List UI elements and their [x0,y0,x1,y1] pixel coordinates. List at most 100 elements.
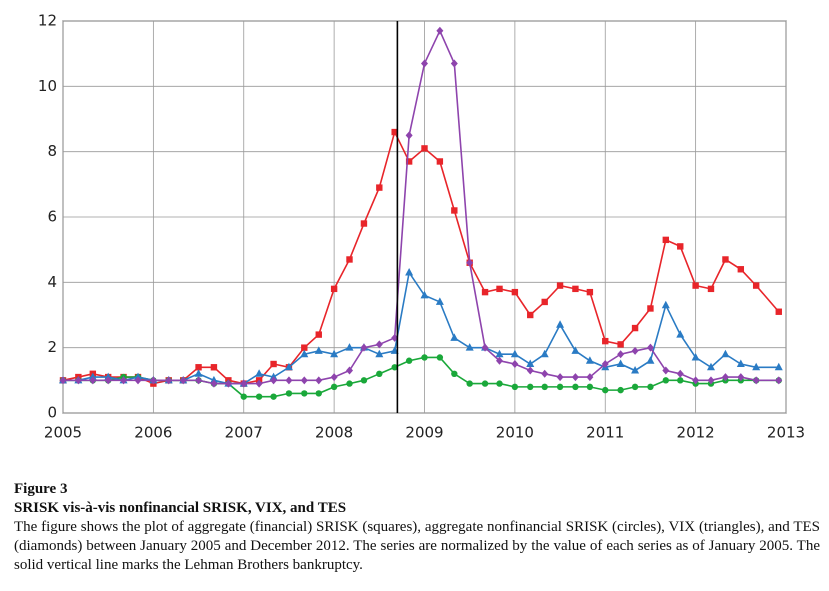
marker [405,268,414,276]
marker [314,346,323,354]
marker [631,383,639,391]
marker [662,236,670,244]
marker [301,344,308,351]
marker [481,380,489,387]
marker [631,346,639,355]
marker [527,311,534,319]
x-tick-label: 2010 [496,424,534,442]
figure-title: SRISK vis-à-vis nonfinancial SRISK, VIX,… [14,500,347,516]
marker [496,380,503,387]
marker [602,386,609,394]
marker [435,297,444,305]
marker [270,393,277,400]
marker [391,364,398,371]
marker [721,373,729,382]
marker [646,343,654,352]
marker [360,220,368,227]
marker [571,346,580,354]
marker [541,383,548,391]
marker [375,349,384,358]
marker [120,376,128,385]
marker [585,356,594,364]
marker [721,349,730,358]
marker [707,376,715,385]
marker [616,359,625,367]
marker [421,354,428,361]
marker [436,26,444,35]
marker [466,380,473,387]
marker [774,362,783,371]
marker [285,390,293,397]
marker [572,383,579,391]
x-tick-label: 2005 [44,424,82,442]
marker [360,343,368,352]
marker [269,372,278,381]
marker [285,376,293,385]
marker [59,376,67,385]
marker [527,383,534,391]
marker [134,372,143,381]
marker [301,390,308,397]
y-tick-label: 4 [47,273,57,291]
marker [540,349,549,358]
marker [526,359,535,367]
marker [345,366,353,375]
marker [481,288,489,296]
marker [255,379,263,388]
marker [391,128,398,136]
marker [88,372,97,381]
marker [556,320,565,328]
marker [661,300,670,309]
marker [195,364,202,371]
marker [511,383,519,391]
marker [330,373,338,382]
x-tick-label: 2008 [315,424,353,442]
marker [451,370,458,377]
marker [149,376,157,385]
marker [752,362,761,371]
marker [722,256,729,263]
marker [526,366,534,375]
y-tick-label: 10 [38,77,57,95]
marker [450,333,459,341]
marker [511,360,519,368]
marker [677,377,684,384]
marker [465,343,474,351]
marker [104,376,112,385]
marker [496,285,503,293]
marker [631,324,639,332]
marker [270,376,278,385]
marker [315,390,322,397]
marker [315,376,323,385]
marker [481,343,489,352]
marker [737,373,745,382]
marker [662,377,670,384]
marker [330,285,338,293]
marker [134,376,142,385]
marker [676,330,685,338]
marker [345,343,354,351]
y-tick-label: 8 [47,142,57,160]
marker [405,158,413,165]
marker [375,340,383,349]
y-tick-label: 12 [38,12,57,30]
marker [617,341,624,348]
marker [631,366,640,374]
marker [737,266,745,273]
marker [775,376,783,385]
marker [775,308,782,315]
marker [736,359,745,367]
marker [421,59,428,68]
marker [89,376,97,385]
marker [315,331,322,338]
marker [706,362,715,371]
marker [240,393,247,400]
marker [330,383,338,391]
marker [496,356,504,365]
marker [646,356,655,364]
marker [179,376,187,385]
marker [572,285,579,293]
marker [194,369,203,377]
marker [391,333,399,342]
y-tick-label: 6 [47,208,57,226]
